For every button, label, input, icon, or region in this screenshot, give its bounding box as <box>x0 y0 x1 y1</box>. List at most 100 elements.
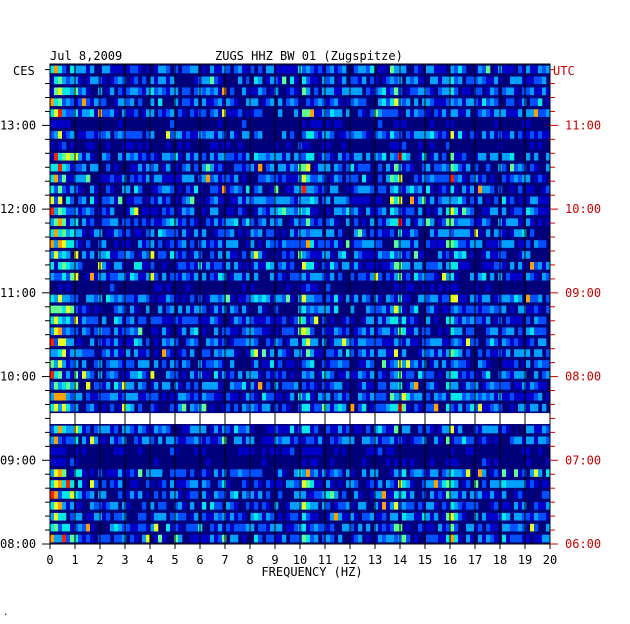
spectral-cell <box>54 349 59 357</box>
spectral-cell <box>514 392 519 401</box>
spectral-cell <box>230 272 235 281</box>
spectral-cell <box>394 392 399 401</box>
spectral-cell <box>394 327 399 336</box>
spectral-cell <box>270 87 275 96</box>
spectral-cell <box>226 109 231 117</box>
spectral-cell <box>338 338 343 346</box>
spectral-cell <box>78 98 83 106</box>
spectral-cell <box>442 392 447 401</box>
spectral-cell <box>202 262 207 270</box>
spectral-cell <box>518 316 523 325</box>
spectral-cell <box>482 76 487 85</box>
spectral-cell <box>426 294 431 303</box>
spectral-cell <box>382 491 387 499</box>
spectral-cell <box>470 185 475 194</box>
spectral-cell <box>494 207 499 216</box>
spectral-cell <box>70 207 75 216</box>
spectral-cell <box>462 109 467 117</box>
spectral-cell <box>210 65 215 74</box>
spectral-cell <box>126 338 131 346</box>
spectral-cell <box>306 392 311 401</box>
spectral-cell <box>122 76 127 85</box>
spectral-cell <box>294 327 299 336</box>
spectral-cell <box>210 218 215 226</box>
spectrogram-row <box>50 469 551 477</box>
spectral-cell <box>50 131 55 139</box>
spectral-cell <box>62 229 67 237</box>
spectral-cell <box>346 196 351 205</box>
spectral-cell <box>238 109 243 117</box>
spectral-cell <box>82 534 87 543</box>
spectral-cell <box>138 382 143 390</box>
spectral-cell <box>382 392 387 401</box>
spectral-cell <box>534 502 539 510</box>
spectral-cell <box>206 491 211 499</box>
spectral-cell <box>126 360 131 368</box>
spectral-cell <box>350 87 355 96</box>
spectral-cell <box>222 109 227 117</box>
spectral-cell <box>442 272 447 281</box>
spectral-cell <box>86 251 91 259</box>
spectral-cell <box>206 371 211 379</box>
spectral-cell <box>178 131 183 139</box>
spectral-cell <box>326 403 331 412</box>
spectral-cell <box>538 262 543 270</box>
spectral-cell <box>150 469 155 477</box>
spectral-cell <box>306 272 311 281</box>
spectral-cell <box>378 218 383 226</box>
spectral-cell <box>246 163 251 172</box>
spectral-cell <box>362 185 367 194</box>
spectral-cell <box>290 87 295 96</box>
spectral-cell <box>194 98 199 106</box>
spectral-cell <box>58 349 63 357</box>
spectral-cell <box>178 349 183 357</box>
spectral-cell <box>450 272 455 281</box>
spectral-cell <box>170 240 175 248</box>
spectral-cell <box>358 109 363 117</box>
spectral-cell <box>226 502 231 510</box>
spectral-cell <box>282 469 287 477</box>
spectral-cell <box>446 240 451 248</box>
spectral-cell <box>110 185 115 194</box>
spectral-cell <box>274 65 279 74</box>
spectral-cell <box>266 294 271 303</box>
spectral-cell <box>266 425 271 434</box>
spectral-cell <box>58 338 63 346</box>
spectral-cell <box>314 403 319 412</box>
spectral-cell <box>450 436 455 445</box>
spectral-cell <box>234 272 239 281</box>
spectral-cell <box>66 196 71 205</box>
spectral-cell <box>246 447 251 456</box>
spectral-cell <box>346 109 351 117</box>
spectral-cell <box>482 403 487 412</box>
spectral-cell <box>322 174 327 183</box>
spectral-cell <box>118 512 123 521</box>
spectral-cell <box>186 87 191 96</box>
spectral-cell <box>74 338 79 346</box>
spectral-cell <box>390 382 395 390</box>
spectral-cell <box>106 425 111 434</box>
spectral-cell <box>122 360 127 368</box>
spectral-cell <box>314 218 319 226</box>
spectral-cell <box>494 131 499 139</box>
spectral-cell <box>502 65 507 74</box>
spectral-cell <box>306 523 311 532</box>
spectral-cell <box>230 196 235 205</box>
spectral-cell <box>230 349 235 357</box>
spectral-cell <box>242 480 247 488</box>
spectral-cell <box>190 371 195 379</box>
spectral-cell <box>250 251 255 259</box>
spectral-cell <box>214 382 219 390</box>
spectral-cell <box>254 403 259 412</box>
spectral-cell <box>310 120 315 128</box>
spectral-cell <box>330 294 335 303</box>
spectral-cell <box>110 425 115 434</box>
spectral-cell <box>458 174 463 183</box>
spectral-cell <box>510 218 515 226</box>
spectral-cell <box>294 272 299 281</box>
spectral-cell <box>458 109 463 117</box>
spectral-cell <box>422 360 427 368</box>
spectrogram-row <box>50 229 535 237</box>
spectral-cell <box>170 272 175 281</box>
spectral-cell <box>206 436 211 445</box>
